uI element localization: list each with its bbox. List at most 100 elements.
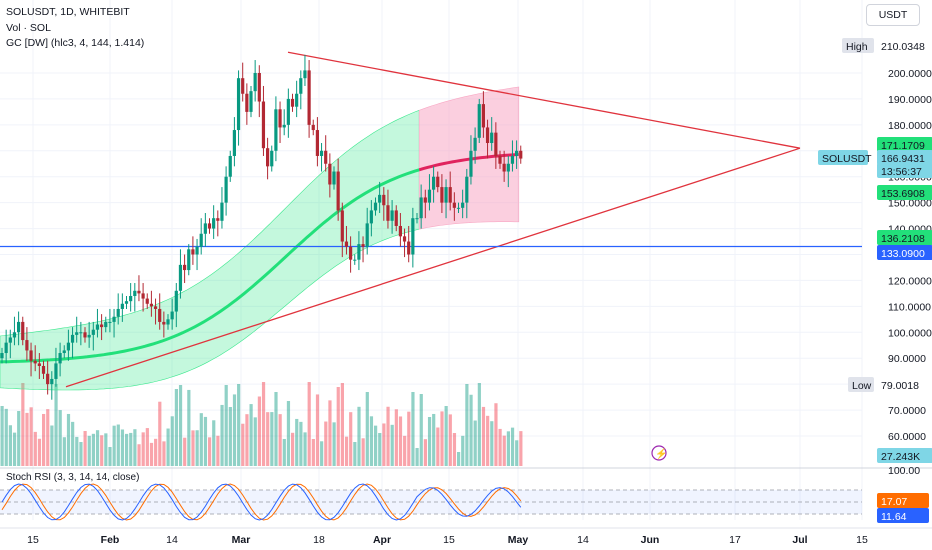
volume-bar [328, 400, 332, 466]
candle-body [390, 210, 394, 221]
candle-body [145, 298, 149, 304]
candle-body [386, 205, 390, 221]
volume-bar [17, 411, 21, 466]
volume-bar [365, 392, 369, 466]
price-tick-label: 190.0000 [888, 94, 932, 106]
volume-bar [83, 431, 87, 466]
candle-body [502, 163, 506, 172]
candle-body [340, 210, 344, 242]
volume-bar [374, 425, 378, 466]
candle-body [344, 241, 349, 247]
volume-bar [75, 436, 79, 466]
candle-body [261, 101, 266, 149]
candle-body [100, 324, 104, 328]
volume-bar [195, 430, 199, 466]
volume-bar [133, 429, 137, 466]
candle-body [411, 218, 415, 255]
rsi-d-value: 17.07 [881, 496, 907, 508]
time-tick-label: Jul [792, 534, 807, 546]
indicator-legend[interactable]: GC [DW] (hlc3, 4, 144, 1.414) [6, 37, 145, 49]
volume-bar [29, 407, 33, 466]
candle-body [29, 350, 33, 361]
volume-legend[interactable]: Vol · SOL [6, 22, 51, 34]
volume-bar [91, 433, 95, 466]
price-tick-label: 60.0000 [888, 431, 926, 443]
channel-band-green [0, 109, 420, 391]
volume-bar [58, 410, 62, 466]
candle-body [427, 189, 432, 203]
candle-body [212, 218, 216, 229]
volume-bar [266, 412, 270, 466]
lightning-icon-glyph: ⚡ [655, 447, 667, 460]
volume-bar [457, 452, 461, 466]
volume-bar [203, 416, 208, 466]
volume-bar [149, 442, 154, 466]
volume-bar [295, 418, 299, 466]
volume-bar [332, 422, 336, 466]
candle-body [515, 150, 519, 156]
volume-bar [427, 417, 432, 466]
volume-bar [129, 432, 133, 466]
candle-body [494, 132, 498, 156]
volume-bar [286, 401, 291, 466]
label-136-bg [877, 230, 932, 245]
candle-body [37, 363, 41, 366]
volume-bar [154, 438, 158, 466]
candle-body [50, 378, 54, 385]
volume-bar [344, 436, 349, 466]
candle-body [116, 308, 120, 317]
volume-bar [199, 413, 203, 466]
candlestick-series [0, 54, 523, 400]
price-tick-label: 180.0000 [888, 120, 932, 132]
candle-body [8, 337, 12, 343]
volume-last-bg [877, 448, 932, 463]
candle-body [361, 244, 365, 247]
volume-bar [212, 420, 216, 466]
currency-button[interactable]: USDT [866, 4, 920, 26]
volume-bar [336, 387, 340, 466]
high-value: 210.0348 [881, 41, 925, 53]
candle-body [120, 303, 124, 309]
candle-body [481, 104, 485, 128]
time-axis[interactable]: 15 Feb 14 Mar 18 Apr 15 May 14 Jun 17 Jul 15 [0, 527, 932, 546]
symbol-title[interactable]: SOLUSDT, 1D, WHITEBIT [6, 6, 130, 18]
volume-bar [411, 392, 415, 466]
volume-bar [54, 384, 58, 466]
candle-body [0, 353, 4, 359]
candle-body [440, 187, 444, 203]
volume-bar [515, 440, 519, 466]
volume-bar [465, 384, 469, 466]
volume-bar [303, 432, 307, 466]
volume-bar [448, 414, 452, 466]
candle-body [133, 290, 137, 296]
time-tick-label: 18 [313, 534, 325, 546]
stoch-rsi-legend[interactable]: Stoch RSI (3, 3, 14, 14, close) [6, 472, 140, 483]
candle-body [270, 150, 274, 167]
triangle-upper-line [287, 51, 801, 149]
candle-body [12, 332, 17, 338]
volume-bar [432, 413, 436, 466]
candle-body [315, 130, 319, 156]
triangle-lower-line [65, 147, 801, 388]
volume-bar [170, 416, 174, 466]
candle-body [407, 241, 411, 255]
candle-body [311, 124, 315, 131]
candle-body [382, 194, 386, 206]
candle-body [365, 223, 369, 247]
rsi-k-value-bg [877, 508, 929, 523]
price-tick-label: 200.0000 [888, 68, 932, 80]
candle-body [461, 202, 465, 208]
countdown-bg [877, 163, 932, 178]
low-value: 79.0018 [881, 380, 919, 392]
candle-body [373, 202, 378, 211]
label-133: 133.0900 [881, 248, 925, 260]
candle-body [83, 332, 87, 338]
candle-body [33, 360, 37, 364]
volume-bar [50, 425, 54, 466]
candle-body [465, 176, 469, 203]
volume-bar [228, 407, 232, 466]
candle-body [307, 70, 311, 125]
candle-body [336, 171, 340, 211]
volume-bar [398, 416, 403, 466]
